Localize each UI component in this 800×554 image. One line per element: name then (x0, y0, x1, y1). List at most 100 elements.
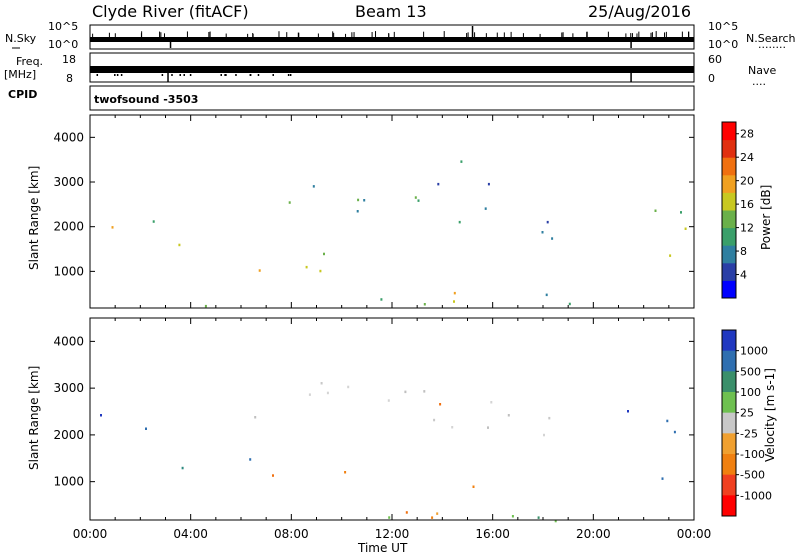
velocity-ytick-label: 3000 (53, 381, 84, 395)
velocity-colorbar-tick-label: -500 (740, 469, 765, 482)
power-cell (356, 210, 359, 213)
velocity-cell (431, 516, 434, 519)
power-cell (453, 291, 456, 295)
freq-dot (179, 74, 181, 76)
power-cell (357, 198, 360, 202)
x-tick-label: 00:00 (677, 527, 712, 541)
freq-dot (96, 74, 99, 76)
velocity-cell (181, 466, 184, 470)
nsearch-label: N.Search (746, 32, 796, 45)
power-cell (541, 231, 544, 234)
power-colorbar-tick-label: 8 (740, 245, 747, 258)
power-colorbar-swatch (722, 174, 736, 193)
velocity-colorbar: 1000 500 100 25 -25 -100 -500 -1000 (721, 329, 772, 517)
velocity-colorbar-label: Velocity [m s-1] (763, 368, 777, 462)
power-cell (111, 226, 114, 229)
power-cell (417, 199, 420, 202)
freq-dot (189, 74, 192, 76)
velocity-cell (387, 399, 390, 402)
nave-label: Nave (748, 64, 776, 77)
noise-right-tick-top: 10^5 (708, 20, 738, 33)
power-cell (312, 185, 315, 188)
power-colorbar-tick-label: 4 (740, 269, 747, 282)
x-tick-label: 16:00 (475, 527, 510, 541)
power-cell (669, 254, 672, 257)
power-cell (323, 252, 325, 256)
velocity-cell (661, 477, 664, 480)
power-cell (546, 220, 549, 224)
power-colorbar-swatch (722, 157, 736, 176)
freq-dot (114, 74, 116, 76)
velocity-colorbar-swatch (722, 371, 736, 393)
power-cell (305, 265, 308, 269)
velocity-colorbar-tick-label: 100 (740, 386, 761, 399)
velocity-colorbar-tick-label: -1000 (740, 489, 772, 502)
cpid-value: twofsound -3503 (94, 93, 198, 106)
velocity-cell (326, 391, 329, 395)
velocity-cell (100, 414, 102, 417)
x-axis-label: Time UT (357, 541, 408, 554)
noise-right-tick-bottom: 10^0 (708, 38, 738, 51)
power-cell (568, 302, 571, 306)
velocity-cell (537, 516, 540, 519)
freq-band (90, 66, 694, 73)
noise-left-tick-top: 10^5 (48, 20, 78, 33)
power-cell (487, 182, 490, 186)
power-cell (204, 304, 207, 308)
velocity-ytick-label: 1000 (53, 475, 84, 489)
noise-left-tick-bottom: 10^0 (48, 38, 78, 51)
velocity-heatmap-cells (100, 382, 676, 523)
velocity-colorbar-tick-label: 1000 (740, 345, 768, 358)
velocity-colorbar-swatch (722, 350, 736, 372)
power-cell (458, 220, 461, 224)
velocity-cell (272, 474, 274, 477)
power-colorbar-swatch (722, 245, 736, 264)
velocity-cell (405, 511, 408, 514)
freq-trace (90, 66, 694, 82)
freq-dot (289, 74, 292, 76)
power-axes: 1000 2000 3000 4000 (53, 115, 695, 308)
power-colorbar-tick-label: 12 (740, 222, 754, 235)
power-cell (319, 269, 322, 273)
power-cell (545, 293, 548, 297)
power-colorbar-swatch (722, 192, 736, 211)
velocity-cell (511, 515, 514, 518)
power-colorbar-swatch (722, 122, 736, 141)
velocity-cell (487, 426, 489, 429)
velocity-cell (308, 393, 311, 396)
velocity-cell (344, 471, 347, 474)
nsky-label: N.Sky (5, 32, 37, 45)
power-ytick-label: 3000 (53, 175, 84, 189)
velocity-colorbar-tick-label: -25 (740, 427, 758, 440)
velocity-cell (433, 418, 436, 422)
velocity-colorbar-tick-label: -100 (740, 448, 765, 461)
velocity-cell (249, 458, 252, 461)
power-ytick-label: 1000 (53, 264, 84, 278)
power-colorbar-swatch (722, 227, 736, 246)
velocity-cell (666, 419, 669, 423)
x-tick-label: 12:00 (375, 527, 410, 541)
nave-tick-bottom: 0 (708, 72, 715, 85)
velocity-cell (439, 403, 442, 406)
date-label: 25/Aug/2016 (588, 2, 691, 21)
freq-tick-bottom: 8 (66, 72, 73, 85)
freq-dot (183, 74, 185, 76)
power-colorbar-tick-label: 16 (740, 198, 754, 211)
power-colorbar-tick-label: 28 (740, 128, 754, 141)
velocity-colorbar-swatch (722, 454, 736, 476)
velocity-cell (320, 382, 323, 385)
velocity-axes: 1000 2000 3000 4000 (53, 318, 695, 520)
power-ylabel: Slant Range [km] (27, 166, 41, 270)
velocity-cell (548, 416, 551, 420)
velocity-cell (347, 385, 350, 389)
freq-dot (224, 74, 226, 76)
power-cell (484, 207, 487, 210)
power-colorbar-swatch (722, 210, 736, 229)
velocity-cell (145, 427, 147, 430)
velocity-cell (388, 516, 391, 519)
velocity-cell (436, 512, 439, 515)
power-cell (460, 160, 463, 163)
nsearch-line-key: ········ (758, 41, 786, 54)
power-cell (414, 196, 417, 199)
freq-dot (272, 74, 274, 76)
